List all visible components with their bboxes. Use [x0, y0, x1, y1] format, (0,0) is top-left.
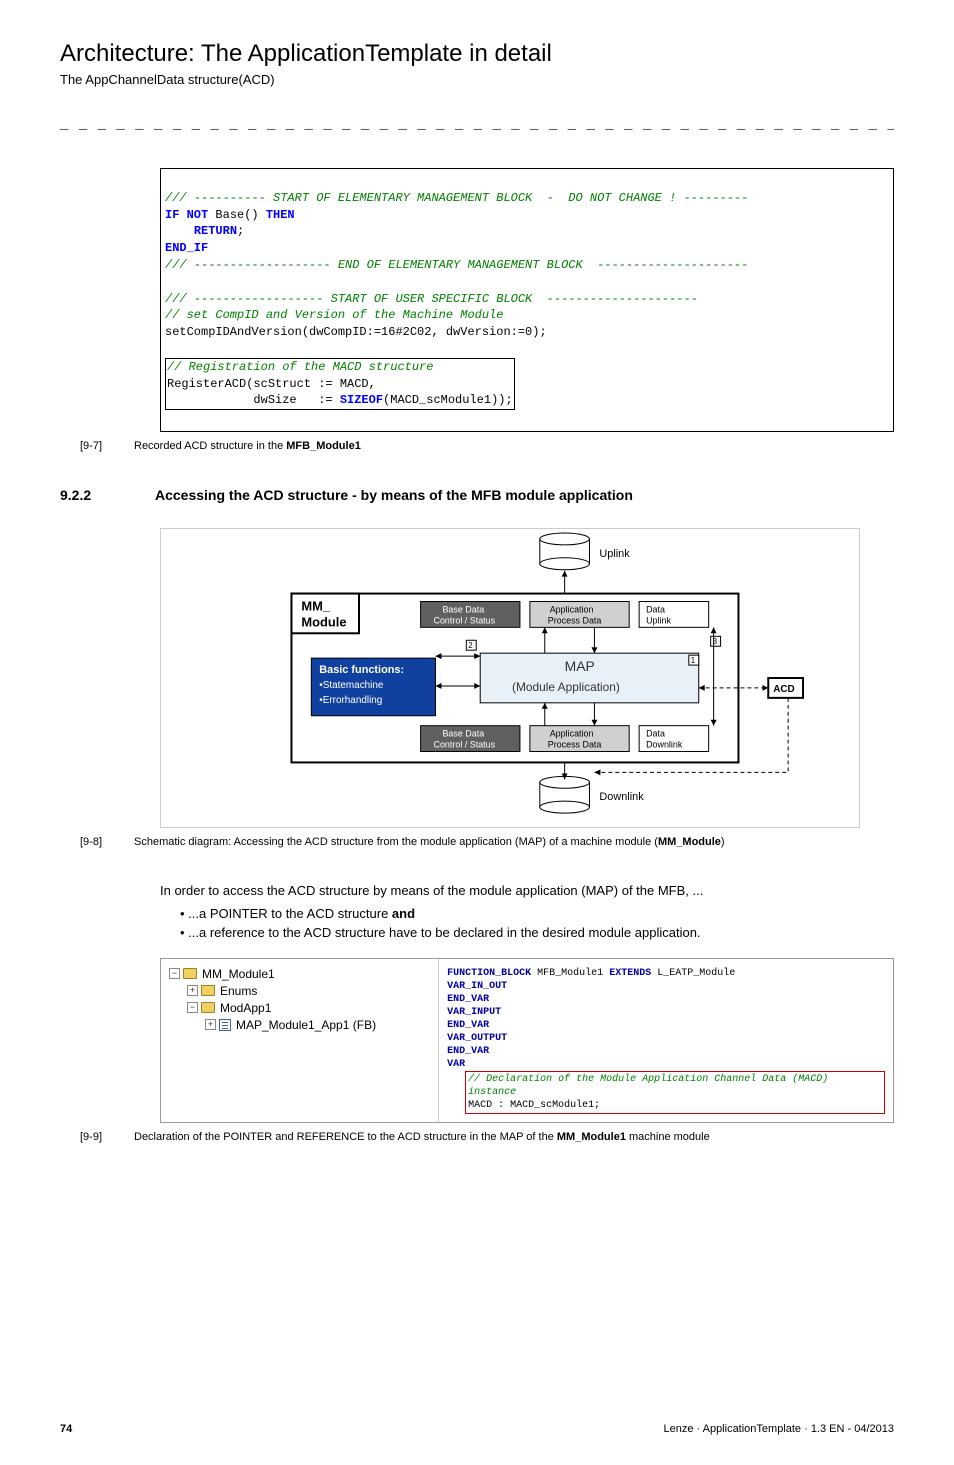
code-line: IF NOT — [165, 208, 208, 222]
folder-icon — [201, 1002, 215, 1013]
svg-text:Base Data: Base Data — [442, 729, 484, 739]
caption-text: Schematic diagram: Accessing the ACD str… — [134, 836, 725, 848]
figure-caption-3: [9-9] Declaration of the POINTER and REF… — [80, 1131, 894, 1143]
footer-text: Lenze · ApplicationTemplate · 1.3 EN - 0… — [663, 1423, 894, 1435]
svg-text:2: 2 — [468, 641, 473, 650]
svg-text:Application: Application — [550, 604, 594, 614]
figure-caption-1: [9-7] Recorded ACD structure in the MFB_… — [80, 440, 894, 452]
diagram-9-8: MM_ Module Basic functions: •Statemachin… — [160, 528, 894, 828]
tree-panel: − MM_Module1 + Enums − ModApp1 + MAP_Mod… — [161, 959, 439, 1122]
svg-text:Data: Data — [646, 604, 665, 614]
body-intro: In order to access the ACD structure by … — [160, 883, 894, 898]
svg-text:Module: Module — [301, 614, 346, 629]
tree-item[interactable]: + Enums — [187, 984, 430, 998]
svg-text:Control / Status: Control / Status — [434, 615, 496, 625]
bullet-list: ...a POINTER to the ACD structure and ..… — [180, 906, 894, 940]
code-line: // set CompID and Version of the Machine… — [165, 308, 503, 322]
svg-text:(Module Application): (Module Application) — [512, 680, 620, 694]
code-line: /// ------------------ START OF USER SPE… — [165, 292, 698, 306]
svg-text:•Statemachine: •Statemachine — [319, 680, 384, 691]
svg-text:Downlink: Downlink — [599, 791, 644, 803]
folder-icon — [183, 968, 197, 979]
svg-text:MAP: MAP — [565, 658, 595, 674]
code-block-1: /// ---------- START OF ELEMENTARY MANAG… — [160, 168, 894, 432]
caption-text: Recorded ACD structure in the MFB_Module… — [134, 440, 361, 452]
code-line: /// ---------- START OF ELEMENTARY MANAG… — [165, 191, 748, 205]
caption-number: [9-7] — [80, 440, 120, 452]
code-line: /// ------------------- END OF ELEMENTAR… — [165, 258, 748, 272]
tree-item[interactable]: − MM_Module1 — [169, 967, 430, 981]
collapse-icon[interactable]: − — [187, 1002, 198, 1013]
bullet-item: ...a POINTER to the ACD structure and — [180, 906, 894, 921]
file-icon — [219, 1019, 231, 1031]
tree-item[interactable]: + MAP_Module1_App1 (FB) — [205, 1018, 430, 1032]
folder-icon — [201, 985, 215, 996]
code-line: END_IF — [165, 241, 208, 255]
figure-caption-2: [9-8] Schematic diagram: Accessing the A… — [80, 836, 894, 848]
code-line: Base() — [208, 208, 266, 222]
section-number: 9.2.2 — [60, 487, 115, 503]
svg-text:Uplink: Uplink — [599, 548, 630, 560]
svg-text:Control / Status: Control / Status — [434, 739, 496, 749]
code-line: THEN — [266, 208, 295, 222]
svg-text:Basic functions:: Basic functions: — [319, 664, 404, 676]
svg-text:Data: Data — [646, 729, 665, 739]
separator-line: _ _ _ _ _ _ _ _ _ _ _ _ _ _ _ _ _ _ _ _ … — [60, 117, 894, 133]
svg-text:ACD: ACD — [773, 684, 795, 695]
bullet-item: ...a reference to the ACD structure have… — [180, 925, 894, 940]
page-title: Architecture: The ApplicationTemplate in… — [60, 40, 894, 68]
svg-text:Application: Application — [550, 729, 594, 739]
code-panel: FUNCTION_BLOCK MFB_Module1 EXTENDS L_EAT… — [439, 959, 893, 1122]
page-number: 74 — [60, 1423, 72, 1435]
svg-text:•Errorhandling: •Errorhandling — [319, 695, 382, 706]
section-title: Accessing the ACD structure - by means o… — [155, 487, 633, 503]
caption-number: [9-9] — [80, 1131, 120, 1143]
collapse-icon[interactable]: − — [169, 968, 180, 979]
svg-text:Process Data: Process Data — [548, 615, 602, 625]
svg-text:Process Data: Process Data — [548, 739, 602, 749]
expand-icon[interactable]: + — [187, 985, 198, 996]
code-line: setCompIDAndVersion(dwCompID:=16#2C02, d… — [165, 325, 547, 339]
page-subtitle: The AppChannelData structure(ACD) — [60, 72, 894, 87]
page-footer: 74 Lenze · ApplicationTemplate · 1.3 EN … — [60, 1423, 894, 1435]
code-line: RETURN — [194, 224, 237, 238]
expand-icon[interactable]: + — [205, 1019, 216, 1030]
svg-text:Uplink: Uplink — [646, 615, 671, 625]
svg-text:Base Data: Base Data — [442, 604, 484, 614]
caption-text: Declaration of the POINTER and REFERENCE… — [134, 1131, 710, 1143]
figure-9-9: − MM_Module1 + Enums − ModApp1 + MAP_Mod… — [160, 958, 894, 1123]
code-highlighted-block: // Declaration of the Module Application… — [465, 1071, 885, 1114]
code-highlighted-block: // Registration of the MACD structure Re… — [165, 358, 515, 410]
svg-text:Downlink: Downlink — [646, 739, 683, 749]
caption-number: [9-8] — [80, 836, 120, 848]
tree-item[interactable]: − ModApp1 — [187, 1001, 430, 1015]
svg-text:1: 1 — [691, 656, 696, 665]
section-heading: 9.2.2 Accessing the ACD structure - by m… — [60, 487, 894, 503]
svg-text:MM_: MM_ — [301, 598, 331, 613]
